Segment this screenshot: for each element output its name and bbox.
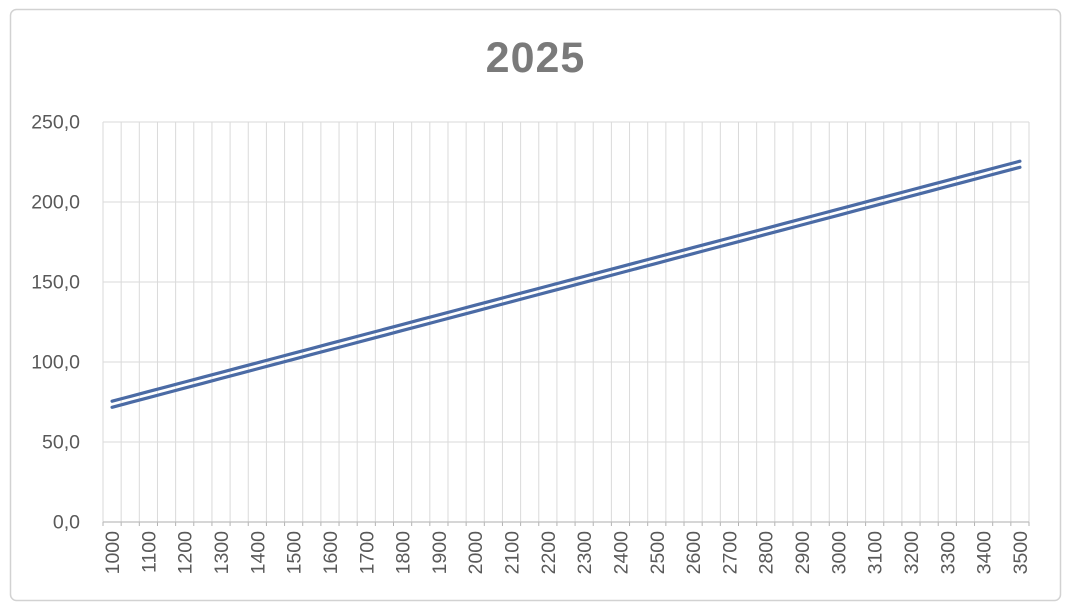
x-axis-label: 2300 (574, 531, 596, 575)
x-axis-label: 1300 (211, 531, 233, 575)
x-axis-label: 3000 (828, 531, 850, 575)
chart-border (9, 8, 1062, 602)
x-axis-label: 1500 (284, 531, 306, 575)
x-axis-label: 2600 (683, 531, 705, 575)
x-axis-label: 1000 (102, 531, 124, 575)
x-axis-label: 2900 (792, 531, 814, 575)
x-axis-label: 1700 (356, 531, 378, 575)
x-axis-label: 2500 (647, 531, 669, 575)
x-axis-label: 2400 (610, 531, 632, 575)
x-axis-label: 3300 (937, 531, 959, 575)
x-axis-label: 3100 (865, 531, 887, 575)
series-lower-line (110, 165, 1022, 409)
x-axis-label: 1900 (429, 531, 451, 575)
x-axis-label: 3400 (974, 531, 996, 575)
x-axis-label: 1100 (138, 531, 160, 573)
x-axis-label: 1600 (320, 531, 342, 575)
x-axis-label: 3200 (901, 531, 923, 575)
y-axis-label: 100,0 (31, 352, 80, 374)
x-axis-label: 3500 (1010, 531, 1032, 575)
x-axis-label: 2700 (719, 531, 741, 575)
x-axis-label: 1400 (247, 531, 269, 575)
y-axis-label: 0,0 (53, 512, 80, 534)
y-axis-label: 250,0 (31, 112, 80, 134)
y-axis-label: 200,0 (31, 192, 80, 214)
x-axis-label: 2100 (502, 531, 524, 575)
x-axis-label: 1200 (175, 531, 197, 575)
x-axis-label: 2200 (538, 531, 560, 575)
chart-title: 2025 (485, 34, 586, 82)
x-axis-label: 1800 (393, 531, 415, 575)
y-axis-label: 150,0 (31, 272, 80, 294)
x-axis-label: 2800 (756, 531, 778, 575)
series-upper-line (110, 159, 1022, 403)
x-axis-label: 2000 (465, 531, 487, 575)
y-axis-label: 50,0 (42, 432, 80, 454)
